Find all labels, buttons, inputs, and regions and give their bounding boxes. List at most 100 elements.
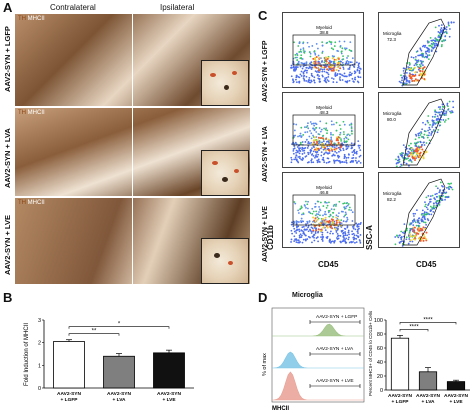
event-dot — [306, 131, 309, 133]
event-dot — [305, 224, 307, 227]
event-dot — [410, 235, 413, 238]
event-dot — [326, 157, 329, 160]
event-dot — [417, 54, 420, 57]
event-dot — [296, 59, 299, 61]
event-dot — [410, 151, 413, 154]
event-dot — [311, 147, 313, 150]
event-dot — [326, 57, 329, 60]
event-dot — [292, 152, 295, 155]
event-dot — [409, 229, 412, 232]
event-dot — [421, 55, 424, 58]
event-dot — [400, 236, 403, 239]
event-dot — [426, 55, 429, 58]
event-dot — [326, 220, 329, 223]
event-dot — [335, 139, 338, 142]
event-dot — [417, 59, 420, 62]
event-dot — [306, 207, 309, 210]
panel-a-letter: A — [3, 0, 13, 15]
event-dot — [428, 54, 431, 57]
event-dot — [310, 61, 313, 64]
panel-b-ylabel: Fold Induction of MHCII — [24, 323, 30, 386]
event-dot — [325, 207, 328, 209]
event-dot — [408, 238, 411, 240]
event-dot — [305, 66, 308, 69]
event-dot — [430, 45, 433, 48]
event-dot — [335, 219, 338, 222]
event-dot — [338, 150, 340, 153]
event-dot — [290, 223, 293, 226]
event-dot — [429, 209, 432, 211]
event-dot — [434, 109, 437, 112]
event-dot — [327, 138, 330, 141]
event-dot — [300, 126, 303, 129]
event-dot — [346, 147, 349, 150]
event-dot — [414, 234, 417, 237]
event-dot — [295, 232, 298, 234]
event-dot — [312, 216, 315, 219]
event-dot — [321, 231, 324, 234]
event-dot — [322, 226, 325, 229]
event-dot — [315, 127, 317, 129]
event-dot — [328, 241, 331, 243]
event-dot — [407, 157, 409, 160]
event-dot — [313, 141, 316, 144]
event-dot — [299, 220, 302, 222]
event-dot — [399, 165, 402, 167]
event-dot — [300, 217, 303, 220]
event-dot — [323, 70, 326, 73]
event-dot — [331, 57, 334, 60]
event-dot — [338, 221, 341, 224]
event-dot — [330, 218, 333, 221]
event-dot — [313, 219, 316, 222]
event-dot — [336, 49, 339, 52]
event-dot — [428, 213, 431, 216]
event-dot — [306, 125, 309, 127]
event-dot — [301, 159, 304, 161]
event-dot — [323, 161, 326, 164]
event-dot — [408, 67, 411, 70]
event-dot — [342, 120, 345, 123]
event-dot — [449, 110, 451, 113]
event-dot — [330, 120, 333, 123]
event-dot — [293, 129, 296, 132]
event-dot — [348, 236, 350, 239]
event-dot — [326, 79, 329, 81]
event-dot — [417, 68, 420, 71]
event-dot — [299, 208, 301, 211]
event-dot — [435, 118, 438, 120]
event-dot — [402, 75, 405, 77]
event-dot — [330, 131, 332, 134]
event-dot — [351, 233, 354, 236]
event-dot — [351, 132, 353, 135]
event-dot — [307, 145, 310, 147]
event-dot — [327, 220, 330, 223]
event-dot — [329, 232, 332, 235]
event-dot — [413, 66, 416, 69]
event-dot — [405, 78, 408, 80]
event-dot — [403, 67, 406, 70]
event-dot — [420, 131, 422, 133]
event-dot — [353, 72, 356, 75]
event-dot — [295, 154, 298, 156]
event-dot — [421, 128, 424, 131]
event-dot — [432, 202, 435, 205]
panel-a-row-label: AAV2-SYN + LVE — [3, 215, 12, 275]
event-dot — [354, 241, 356, 244]
event-dot — [309, 228, 311, 231]
event-dot — [431, 126, 434, 128]
event-dot — [303, 62, 306, 65]
event-dot — [443, 39, 445, 42]
event-dot — [415, 224, 418, 227]
hist-ylabel: % of max — [262, 353, 268, 376]
event-dot — [309, 81, 312, 84]
event-dot — [400, 153, 403, 156]
event-dot — [420, 144, 423, 147]
event-dot — [431, 194, 434, 197]
event-dot — [326, 231, 329, 234]
event-dot — [343, 72, 346, 75]
event-dot — [447, 21, 450, 24]
event-dot — [355, 152, 358, 155]
event-dot — [302, 51, 305, 53]
event-dot — [298, 234, 301, 237]
event-dot — [345, 205, 348, 208]
